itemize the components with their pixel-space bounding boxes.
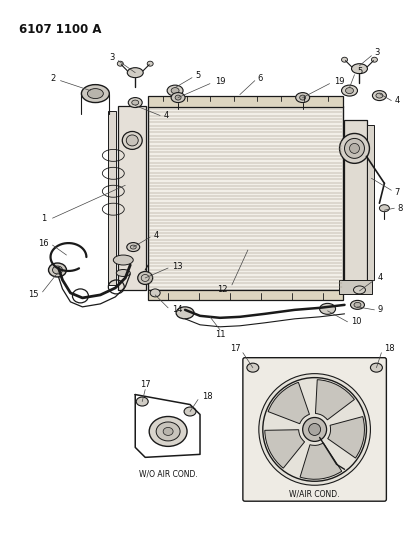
Ellipse shape [353, 302, 360, 308]
Ellipse shape [370, 363, 382, 372]
Ellipse shape [171, 93, 184, 102]
Ellipse shape [171, 87, 179, 94]
Ellipse shape [299, 95, 305, 100]
Ellipse shape [345, 87, 353, 94]
Text: 7: 7 [393, 188, 399, 197]
Ellipse shape [48, 263, 66, 277]
Text: 10: 10 [351, 317, 361, 326]
Bar [343, 120, 366, 285]
Text: 8: 8 [396, 204, 402, 213]
Ellipse shape [130, 245, 136, 249]
Text: 5: 5 [195, 71, 200, 80]
Text: 5: 5 [357, 67, 362, 76]
Text: 2: 2 [50, 74, 55, 83]
Ellipse shape [344, 139, 364, 158]
Ellipse shape [348, 143, 359, 154]
Bar [148, 106, 342, 290]
Ellipse shape [126, 135, 138, 146]
Ellipse shape [350, 301, 364, 309]
Ellipse shape [147, 61, 153, 66]
Ellipse shape [371, 91, 385, 101]
Text: 19: 19 [334, 77, 344, 86]
Text: 3: 3 [373, 48, 379, 57]
Text: 14: 14 [172, 305, 182, 314]
Ellipse shape [341, 57, 347, 62]
Text: 6107 1100 A: 6107 1100 A [18, 23, 101, 36]
Bar [338, 280, 371, 294]
Ellipse shape [319, 303, 335, 314]
Ellipse shape [52, 266, 62, 274]
Bar [366, 125, 373, 280]
Ellipse shape [136, 397, 148, 406]
Ellipse shape [87, 88, 103, 99]
Ellipse shape [156, 422, 180, 441]
Text: 6: 6 [257, 74, 263, 83]
Ellipse shape [176, 307, 193, 319]
Ellipse shape [127, 68, 143, 78]
Ellipse shape [116, 270, 130, 277]
Text: 17: 17 [139, 380, 150, 389]
Ellipse shape [375, 93, 382, 98]
Bar [118, 106, 146, 290]
Text: 18: 18 [202, 392, 212, 401]
Text: 13: 13 [172, 262, 182, 271]
Wedge shape [327, 417, 364, 458]
Ellipse shape [341, 85, 357, 96]
Text: 12: 12 [217, 285, 227, 294]
Text: 16: 16 [38, 239, 48, 248]
Ellipse shape [175, 95, 181, 100]
Ellipse shape [117, 61, 123, 66]
Ellipse shape [81, 85, 109, 102]
Text: W/AIR COND.: W/AIR COND. [289, 490, 339, 499]
Circle shape [302, 417, 326, 441]
Text: 11: 11 [214, 330, 225, 340]
Text: 4: 4 [377, 273, 382, 282]
Text: 4: 4 [393, 96, 399, 105]
Bar [108, 110, 116, 285]
Ellipse shape [131, 100, 138, 105]
Ellipse shape [378, 205, 389, 212]
Ellipse shape [126, 243, 139, 252]
Ellipse shape [353, 286, 364, 294]
Text: 19: 19 [214, 77, 225, 86]
Wedge shape [264, 430, 304, 468]
Circle shape [308, 423, 320, 435]
Text: 15: 15 [28, 290, 38, 300]
Ellipse shape [128, 98, 142, 108]
Ellipse shape [122, 132, 142, 149]
Ellipse shape [339, 133, 369, 163]
Text: 9: 9 [377, 305, 382, 314]
Ellipse shape [149, 416, 187, 447]
Ellipse shape [163, 427, 173, 435]
FancyBboxPatch shape [242, 358, 385, 501]
Wedge shape [267, 382, 309, 424]
Text: W/O AIR COND.: W/O AIR COND. [138, 470, 197, 479]
Ellipse shape [137, 271, 152, 285]
Bar [148, 290, 342, 300]
Wedge shape [299, 443, 341, 479]
Ellipse shape [150, 289, 160, 297]
Ellipse shape [167, 85, 183, 96]
Ellipse shape [113, 255, 133, 265]
Text: 18: 18 [384, 344, 394, 353]
Ellipse shape [184, 407, 196, 416]
Text: 1: 1 [41, 214, 47, 223]
Text: 4: 4 [163, 111, 168, 120]
Ellipse shape [351, 63, 366, 74]
Text: 4: 4 [153, 231, 158, 240]
Wedge shape [315, 379, 353, 420]
Ellipse shape [295, 93, 309, 102]
Ellipse shape [371, 57, 377, 62]
Text: 3: 3 [109, 53, 114, 62]
Bar [148, 95, 342, 107]
Circle shape [258, 374, 370, 485]
Text: 17: 17 [230, 344, 240, 353]
Ellipse shape [246, 363, 258, 372]
